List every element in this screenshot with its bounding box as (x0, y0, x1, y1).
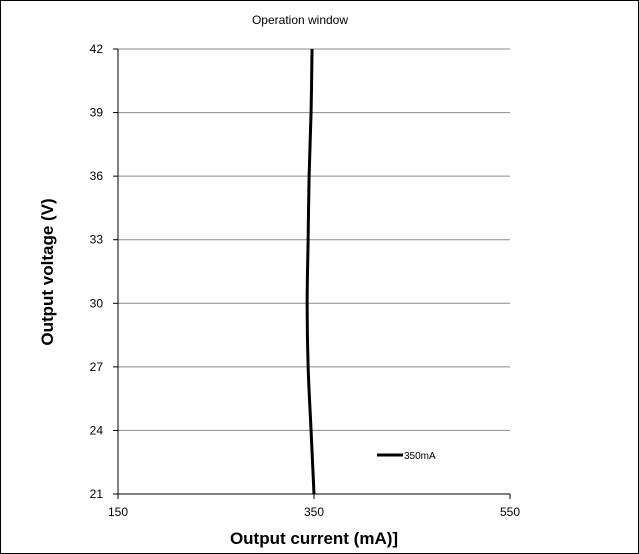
y-tick-label: 21 (90, 487, 104, 501)
x-tick-label: 350 (304, 505, 324, 519)
x-tick-label: 150 (108, 505, 128, 519)
x-axis-label: Output current (mA)] (230, 529, 398, 548)
y-tick-label: 27 (90, 360, 104, 374)
y-tick-label: 42 (90, 42, 104, 56)
legend-label: 350mA (404, 451, 436, 462)
y-tick-label: 30 (90, 296, 104, 310)
y-tick-label: 24 (90, 423, 104, 437)
series-group (305, 48, 316, 495)
y-tick-label: 36 (90, 169, 104, 183)
series-line-350mA (305, 48, 316, 495)
y-axis-label: Output voltage (V) (38, 198, 57, 345)
y-tick-label: 33 (90, 233, 104, 247)
grid-lines (118, 48, 510, 431)
chart-title: Operation window (252, 13, 348, 27)
x-tick-label: 550 (500, 505, 520, 519)
x-axis-ticks: 150 350 550 (108, 494, 520, 519)
y-axis-ticks: 21 24 27 30 33 36 39 42 (90, 42, 118, 501)
y-tick-label: 39 (90, 106, 104, 120)
legend: 350mA (377, 451, 436, 462)
